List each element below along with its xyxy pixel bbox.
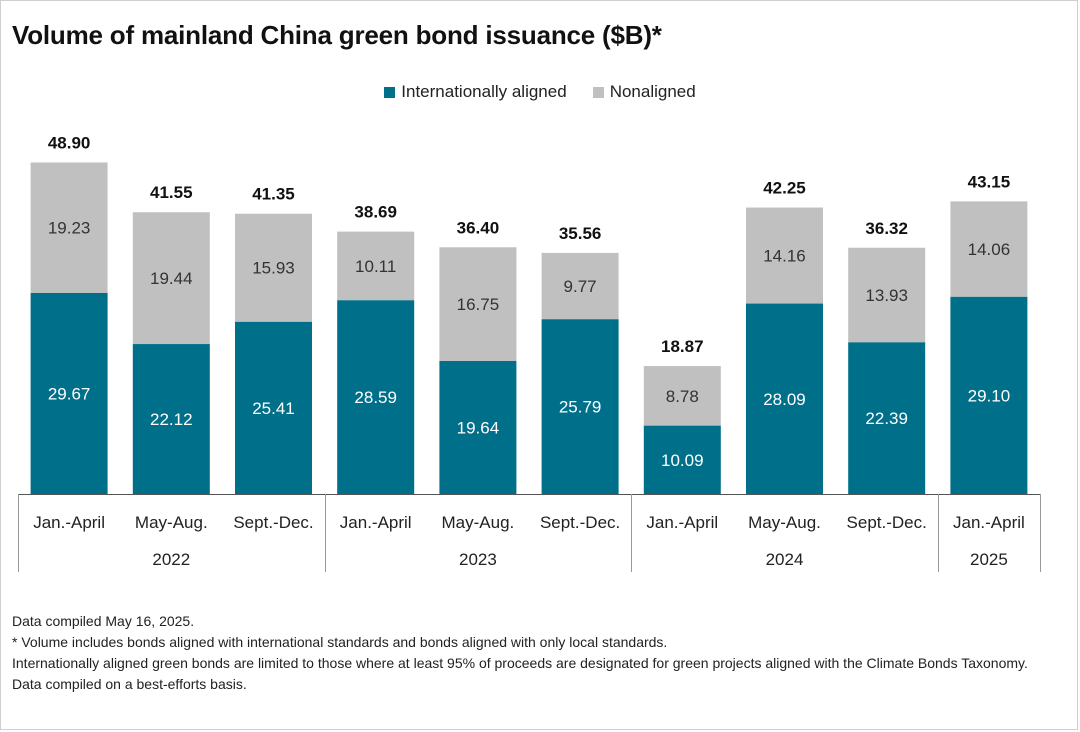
total-label-3: 38.69 (354, 203, 397, 222)
legend-swatch-aligned (384, 86, 396, 98)
x-tick-label-5: Sept.-Dec. (540, 513, 620, 532)
x-tick-label-3: Jan.-April (340, 513, 412, 532)
bar-nonaligned-4 (439, 247, 517, 361)
total-label-0: 48.90 (48, 133, 91, 152)
data-label-nonaligned-1: 19.44 (150, 269, 193, 288)
x-tick-label-2: Sept.-Dec. (233, 513, 313, 532)
data-label-nonaligned-9: 14.06 (968, 240, 1011, 259)
bar-nonaligned-9 (950, 201, 1028, 297)
bar-aligned-6 (643, 425, 721, 494)
x-tick-label-7: May-Aug. (748, 513, 821, 532)
footnote-compiled-date: Data compiled May 16, 2025. (12, 613, 195, 629)
x-tick-label-4: May-Aug. (442, 513, 515, 532)
bar-aligned-9 (950, 296, 1028, 494)
data-label-aligned-3: 28.59 (354, 388, 397, 407)
bar-aligned-0 (30, 292, 108, 494)
data-label-nonaligned-5: 9.77 (564, 277, 597, 296)
data-label-aligned-8: 22.39 (865, 409, 908, 428)
total-label-4: 36.40 (457, 218, 500, 237)
data-label-aligned-2: 25.41 (252, 399, 295, 418)
legend-label-nonaligned: Nonaligned (609, 82, 696, 101)
total-label-8: 36.32 (865, 219, 908, 238)
total-label-9: 43.15 (968, 172, 1011, 191)
data-label-nonaligned-3: 10.11 (355, 257, 396, 276)
group-label-0: 2022 (152, 550, 190, 569)
bar-aligned-8 (848, 342, 926, 494)
footnotes: Data compiled May 16, 2025. * Volume inc… (12, 612, 1052, 696)
x-tick-label-9: Jan.-April (953, 513, 1025, 532)
total-label-7: 42.25 (763, 179, 806, 198)
group-label-3: 2025 (970, 550, 1008, 569)
data-label-nonaligned-8: 13.93 (865, 286, 908, 305)
legend-swatch-nonaligned (592, 86, 604, 98)
group-label-1: 2023 (459, 550, 497, 569)
total-label-2: 41.35 (252, 185, 295, 204)
bar-nonaligned-6 (643, 366, 721, 426)
data-label-nonaligned-7: 14.16 (763, 247, 806, 266)
x-tick-label-8: Sept.-Dec. (847, 513, 927, 532)
data-label-aligned-1: 22.12 (150, 410, 193, 429)
footnote-aligned-definition: Internationally aligned green bonds are … (12, 655, 1028, 671)
legend: Internationally aligned Nonaligned (0, 82, 1080, 102)
data-label-aligned-6: 10.09 (661, 451, 704, 470)
bar-aligned-7 (746, 303, 823, 494)
bar-aligned-2 (235, 321, 312, 494)
bar-aligned-4 (439, 360, 517, 494)
total-label-1: 41.55 (150, 183, 193, 202)
total-label-6: 18.87 (661, 337, 704, 356)
legend-item-aligned: Internationally aligned (384, 82, 567, 102)
bar-nonaligned-2 (235, 213, 312, 322)
data-label-aligned-5: 25.79 (559, 398, 602, 417)
bar-aligned-5 (541, 319, 619, 494)
data-label-nonaligned-2: 15.93 (252, 259, 295, 278)
total-label-5: 35.56 (559, 224, 602, 243)
footnote-volume-note: * Volume includes bonds aligned with int… (12, 634, 668, 650)
bar-nonaligned-5 (541, 252, 619, 320)
data-label-aligned-7: 28.09 (763, 390, 806, 409)
data-label-aligned-9: 29.10 (968, 386, 1011, 405)
chart-title: Volume of mainland China green bond issu… (12, 20, 662, 50)
data-label-aligned-4: 19.64 (457, 418, 500, 437)
bar-nonaligned-3 (337, 231, 415, 301)
bar-nonaligned-1 (132, 212, 210, 345)
x-tick-label-1: May-Aug. (135, 513, 208, 532)
bar-aligned-1 (132, 344, 210, 494)
x-tick-label-6: Jan.-April (646, 513, 718, 532)
bar-aligned-3 (337, 300, 415, 494)
legend-label-aligned: Internationally aligned (401, 82, 567, 101)
bar-nonaligned-7 (746, 207, 823, 304)
bar-nonaligned-0 (30, 162, 108, 293)
bar-chart: 29.67 19.23 48.90 Jan.-April 22.12 19.44 41.55… (18, 133, 1041, 572)
x-tick-label-0: Jan.-April (33, 513, 105, 532)
data-label-aligned-0: 29.67 (48, 384, 91, 403)
legend-item-nonaligned: Nonaligned (592, 82, 696, 102)
data-label-nonaligned-0: 19.23 (48, 219, 91, 238)
data-label-nonaligned-6: 8.78 (666, 387, 699, 406)
group-label-2: 2024 (766, 550, 804, 569)
data-label-nonaligned-4: 16.75 (457, 295, 500, 314)
footnote-best-efforts: Data compiled on a best-efforts basis. (12, 676, 247, 692)
bar-nonaligned-8 (848, 247, 926, 343)
